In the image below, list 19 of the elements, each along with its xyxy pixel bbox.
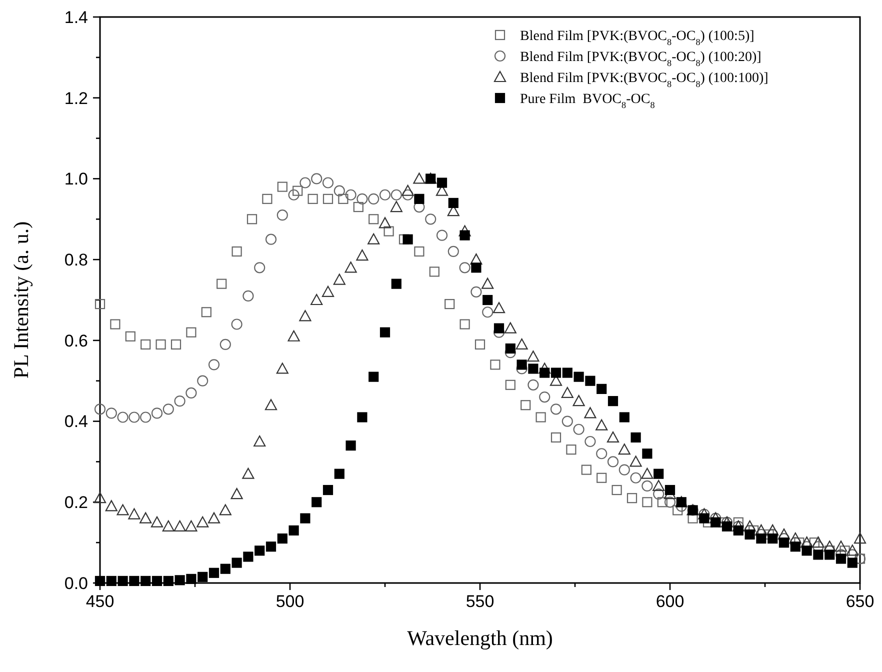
x-tick-label: 550 [466, 592, 494, 611]
x-tick-label: 600 [656, 592, 684, 611]
y-tick-label: 1.0 [64, 170, 88, 189]
y-tick-label: 0.6 [64, 331, 88, 350]
y-axis-title: PL Intensity (a. u.) [9, 221, 33, 379]
y-tick-label: 0.8 [64, 250, 88, 270]
y-tick-label: 0.4 [64, 412, 88, 432]
y-tick-label: 0.0 [64, 574, 88, 593]
y-tick-label: 1.2 [64, 88, 88, 108]
x-tick-label: 650 [846, 592, 874, 611]
x-tick-label: 450 [86, 592, 114, 611]
legend-label: Blend Film [PVK:(BVOC$_{8}$-OC$_{8}$) (100:5)] [520, 28, 754, 47]
x-axis-title: Wavelength (nm) [407, 626, 553, 650]
legend-label: Pure Film BVOC$_{8}$-OC$_{8}$ [520, 92, 656, 110]
legend-label: Blend Film [PVK:(BVOC$_{8}$-OC$_{8}$) (100:20)] [520, 50, 762, 68]
y-tick-label: 0.2 [64, 493, 88, 512]
x-tick-label: 500 [276, 592, 304, 611]
legend-label: Blend Film [PVK:(BVOC$_{8}$-OC$_{8}$) (100:100)] [520, 70, 768, 89]
y-tick-label: 1.4 [64, 8, 88, 27]
